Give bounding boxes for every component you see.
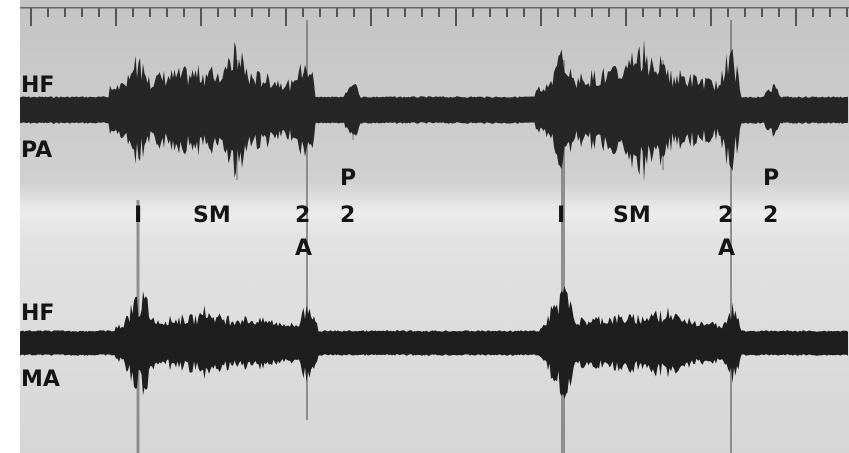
time-mark — [302, 8, 304, 17]
time-mark — [455, 8, 457, 26]
time-mark — [387, 8, 389, 17]
time-mark — [319, 8, 321, 17]
time-mark — [472, 8, 474, 17]
time-mark — [336, 8, 338, 17]
time-mark — [98, 8, 100, 17]
systolic-murmur-label: SM — [613, 203, 651, 228]
trace-ma — [20, 286, 848, 399]
time-mark — [523, 8, 525, 17]
time-mark — [795, 8, 797, 26]
pulmonic-second-sound-number: 2 — [763, 203, 778, 228]
time-mark — [81, 8, 83, 17]
trace-pa — [20, 39, 848, 182]
time-mark — [438, 8, 440, 17]
channel-filter-bottom: HF — [21, 301, 54, 326]
time-mark — [659, 8, 661, 17]
time-mark — [506, 8, 508, 17]
time-mark — [557, 8, 559, 17]
time-mark — [540, 8, 542, 26]
time-mark — [268, 8, 270, 17]
pulmonic-second-sound-number: 2 — [340, 203, 355, 228]
time-mark — [744, 8, 746, 17]
aortic-second-sound-letter: A — [718, 236, 735, 261]
time-mark — [710, 8, 712, 26]
channel-site-bottom: MA — [21, 367, 60, 392]
time-mark — [421, 8, 423, 17]
time-mark — [234, 8, 236, 17]
time-mark — [676, 8, 678, 17]
time-mark — [132, 8, 134, 17]
time-mark — [778, 8, 780, 17]
channel-filter-top: HF — [21, 73, 54, 98]
time-mark — [166, 8, 168, 17]
time-mark — [217, 8, 219, 17]
time-mark — [200, 8, 202, 26]
time-mark — [353, 8, 355, 17]
time-mark — [404, 8, 406, 17]
channel-site-top: PA — [21, 138, 52, 163]
time-mark — [47, 8, 49, 17]
first-heart-sound-label: I — [557, 203, 565, 228]
time-mark — [251, 8, 253, 17]
time-mark — [64, 8, 66, 17]
time-scale — [20, 7, 849, 26]
time-mark — [591, 8, 593, 17]
time-mark — [285, 8, 287, 26]
time-mark — [761, 8, 763, 17]
pulmonic-second-sound-letter: P — [340, 166, 356, 191]
time-mark — [489, 8, 491, 17]
time-mark — [30, 8, 32, 26]
left-border — [0, 0, 20, 453]
time-mark — [846, 8, 848, 17]
time-mark — [115, 8, 117, 26]
sound-spike — [730, 20, 732, 453]
time-mark — [693, 8, 695, 17]
sound-spike — [306, 20, 308, 420]
time-mark — [183, 8, 185, 17]
time-mark — [370, 8, 372, 26]
time-mark — [727, 8, 729, 17]
time-mark — [574, 8, 576, 17]
systolic-murmur-label: SM — [193, 203, 231, 228]
time-mark — [608, 8, 610, 17]
time-mark — [642, 8, 644, 17]
time-mark-baseline — [20, 7, 849, 9]
time-mark — [829, 8, 831, 17]
time-mark — [812, 8, 814, 17]
pulmonic-second-sound-letter: P — [763, 166, 779, 191]
aortic-second-sound-letter: A — [295, 236, 312, 261]
aortic-second-sound-number: 2 — [718, 203, 733, 228]
aortic-second-sound-number: 2 — [295, 203, 310, 228]
first-heart-sound-label: I — [134, 203, 142, 228]
sound-spike — [561, 60, 565, 453]
time-mark — [625, 8, 627, 26]
time-mark — [149, 8, 151, 17]
